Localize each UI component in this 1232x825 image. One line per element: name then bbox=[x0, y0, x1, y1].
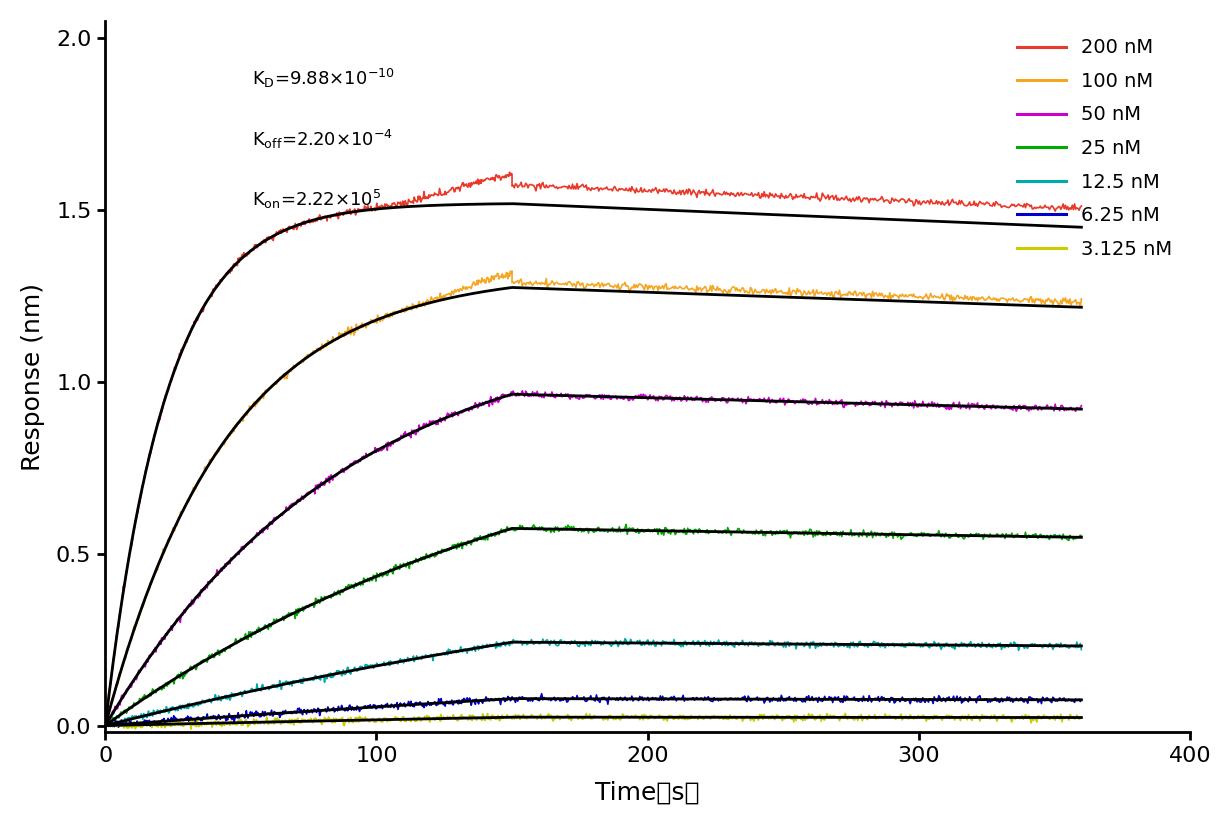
Text: K$_\mathrm{D}$=9.88×10$^{-10}$: K$_\mathrm{D}$=9.88×10$^{-10}$ bbox=[251, 67, 394, 90]
Legend: 200 nM, 100 nM, 50 nM, 25 nM, 12.5 nM, 6.25 nM, 3.125 nM: 200 nM, 100 nM, 50 nM, 25 nM, 12.5 nM, 6… bbox=[1009, 31, 1180, 266]
X-axis label: Time（s）: Time（s） bbox=[595, 780, 700, 804]
Text: K$_\mathrm{on}$=2.22×10$^{5}$: K$_\mathrm{on}$=2.22×10$^{5}$ bbox=[251, 188, 381, 211]
Y-axis label: Response (nm): Response (nm) bbox=[21, 283, 44, 470]
Text: K$_\mathrm{off}$=2.20×10$^{-4}$: K$_\mathrm{off}$=2.20×10$^{-4}$ bbox=[251, 128, 393, 151]
